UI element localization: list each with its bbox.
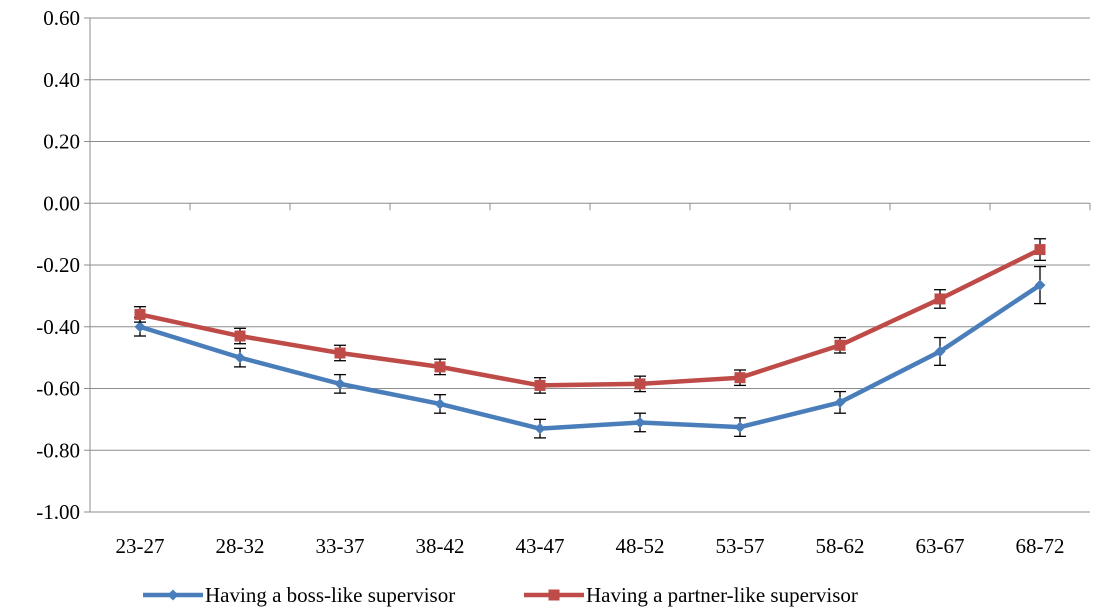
legend-item-1: Having a boss-like supervisor [143, 583, 455, 607]
data-point-square [434, 361, 446, 373]
series-2 [134, 238, 1046, 394]
data-point-diamond [634, 416, 646, 428]
legend-label: Having a boss-like supervisor [205, 583, 455, 607]
data-point-square [134, 308, 146, 320]
series-1 [134, 265, 1046, 439]
data-point-square [734, 372, 746, 384]
data-point-square [634, 378, 646, 390]
x-tick-label: 43-47 [516, 534, 565, 558]
y-tick-label: 0.20 [43, 130, 80, 154]
y-tick-label: 0.40 [43, 68, 80, 92]
data-point-square [1034, 244, 1046, 256]
x-tick-label: 58-62 [816, 534, 865, 558]
data-point-diamond [1034, 279, 1046, 291]
data-point-diamond [434, 398, 446, 410]
y-tick-label: -1.00 [36, 500, 80, 524]
x-tick-label: 33-37 [316, 534, 365, 558]
y-tick-label: -0.40 [36, 315, 80, 339]
x-tick-label: 53-57 [716, 534, 765, 558]
y-tick-labels: 0.60 0.40 0.20 0.00 -0.20 -0.40 -0.60 -0.80 -1.0… [36, 6, 80, 524]
x-tick-labels: 23-27 28-32 33-37 38-42 43-47 48-52 53-57 58-62… [116, 534, 1065, 558]
y-tick-label: -0.80 [36, 438, 80, 462]
data-point-diamond [534, 423, 546, 435]
series-line [139, 247, 1041, 388]
data-point-square [234, 330, 246, 342]
gridlines [90, 17, 1090, 451]
data-point-diamond [234, 352, 246, 364]
legend-item-2: Having a partner-like supervisor [524, 583, 858, 607]
data-point-diamond [834, 396, 846, 408]
y-tick-label: 0.00 [43, 191, 80, 215]
data-point-diamond [734, 421, 746, 433]
axes [84, 17, 1091, 513]
x-tick-label: 68-72 [1016, 534, 1065, 558]
data-point-square [534, 379, 546, 391]
data-point-square [548, 589, 560, 601]
x-tick-label: 63-67 [916, 534, 965, 558]
x-tick-label: 23-27 [116, 534, 165, 558]
y-tick-label: -0.20 [36, 253, 80, 277]
x-tick-label: 48-52 [616, 534, 665, 558]
x-tick-label: 38-42 [416, 534, 465, 558]
legend-label: Having a partner-like supervisor [586, 583, 858, 607]
data-point-diamond [934, 345, 946, 357]
data-point-square [934, 293, 946, 305]
data-point-diamond [334, 378, 346, 390]
x-tick-label: 28-32 [216, 534, 265, 558]
data-point-diamond [134, 321, 146, 333]
series-layer [134, 238, 1046, 439]
y-tick-label: 0.60 [43, 6, 80, 30]
data-point-diamond [167, 589, 179, 601]
data-point-square [334, 347, 346, 359]
y-tick-label: -0.60 [36, 377, 80, 401]
legend: Having a boss-like supervisor Having a pa… [143, 583, 858, 607]
series-line [139, 283, 1042, 431]
data-point-square [834, 339, 846, 351]
